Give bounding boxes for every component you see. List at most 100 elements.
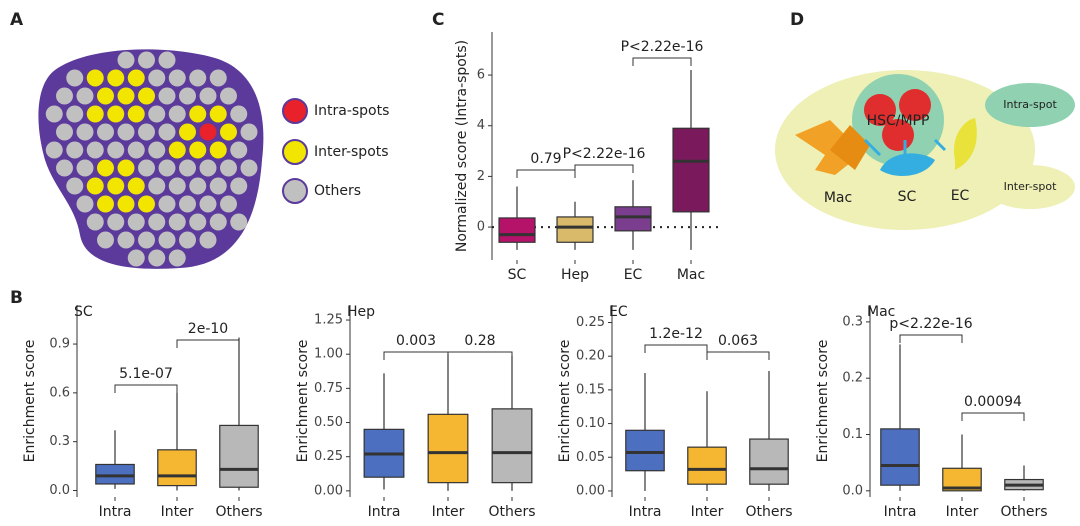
spot bbox=[209, 213, 227, 231]
panel-label: B bbox=[10, 288, 23, 308]
y-tick-label: 0.00 bbox=[314, 483, 343, 498]
comparison-label: 5.1e-07 bbox=[119, 366, 173, 382]
spot bbox=[76, 159, 94, 177]
y-tick-label: 0.75 bbox=[314, 381, 343, 396]
bracket bbox=[176, 339, 240, 348]
spot bbox=[97, 231, 114, 249]
sc-cell bbox=[880, 153, 935, 176]
spot bbox=[138, 87, 155, 105]
y-tick-label: 0.10 bbox=[576, 416, 605, 431]
spot bbox=[199, 231, 217, 249]
bracket bbox=[447, 351, 513, 360]
spot bbox=[117, 159, 135, 177]
spot bbox=[168, 249, 186, 267]
box bbox=[498, 217, 536, 243]
spot bbox=[86, 213, 104, 231]
spot bbox=[209, 69, 227, 87]
panel-label: A bbox=[10, 10, 24, 30]
comparison-label: P<2.22e-16 bbox=[621, 39, 704, 55]
spot bbox=[179, 195, 196, 213]
y-tick-label: 0.0 bbox=[49, 483, 70, 498]
y-tick-label: 0.2 bbox=[842, 371, 863, 386]
bracket bbox=[574, 164, 634, 173]
arrow bbox=[863, 138, 947, 157]
chart-title: SC bbox=[74, 304, 93, 320]
spot bbox=[209, 177, 227, 195]
legend-label: Intra-spots bbox=[314, 103, 389, 119]
spot bbox=[179, 159, 196, 177]
spot bbox=[199, 159, 217, 177]
spot bbox=[86, 177, 104, 195]
spot bbox=[66, 141, 84, 159]
spot bbox=[76, 87, 94, 105]
x-tick-label: Inter bbox=[691, 504, 724, 520]
y-tick-label: 0.00 bbox=[576, 483, 605, 498]
spot bbox=[107, 105, 125, 123]
spot bbox=[97, 123, 114, 141]
comparison-label: 0.003 bbox=[396, 333, 436, 349]
y-tick-label: 2 bbox=[477, 169, 485, 184]
box bbox=[614, 206, 652, 232]
spot bbox=[127, 249, 145, 267]
chart-title: EC bbox=[609, 304, 628, 320]
spot bbox=[138, 51, 155, 69]
bracket bbox=[114, 384, 178, 393]
spot bbox=[66, 69, 84, 87]
legend-label: Inter-spots bbox=[314, 144, 389, 160]
ec-cell bbox=[954, 118, 977, 170]
spot bbox=[107, 213, 125, 231]
spot bbox=[240, 123, 258, 141]
spot bbox=[86, 141, 104, 159]
legend-swatch bbox=[282, 178, 308, 204]
box bbox=[749, 438, 789, 485]
x-tick-label: Intra bbox=[884, 504, 917, 520]
spot bbox=[127, 105, 145, 123]
spot bbox=[220, 87, 237, 105]
y-tick-label: 0.0 bbox=[842, 483, 863, 498]
spot bbox=[56, 87, 73, 105]
box bbox=[672, 127, 710, 213]
x-tick-label: Others bbox=[488, 504, 535, 520]
spot bbox=[158, 231, 176, 249]
box bbox=[427, 413, 469, 484]
spot bbox=[56, 123, 73, 141]
y-tick-label: 1.25 bbox=[314, 313, 343, 328]
spot bbox=[189, 69, 207, 87]
panel-label: C bbox=[432, 10, 444, 30]
y-axis-label: Normalized score (Intra-spots) bbox=[454, 40, 470, 252]
spot bbox=[66, 177, 84, 195]
y-axis-label: Enrichment score bbox=[295, 340, 311, 463]
spot bbox=[127, 177, 145, 195]
bracket bbox=[706, 351, 770, 360]
spot bbox=[107, 177, 125, 195]
x-tick-label: EC bbox=[624, 267, 643, 283]
box bbox=[157, 449, 197, 487]
comparison-label: p<2.22e-16 bbox=[889, 316, 972, 332]
spot bbox=[230, 213, 248, 231]
spot bbox=[158, 159, 176, 177]
spot bbox=[86, 69, 104, 87]
legend-swatch bbox=[282, 139, 308, 165]
hsc-cell bbox=[864, 94, 896, 126]
spot bbox=[209, 141, 227, 159]
y-axis-label: Enrichment score bbox=[22, 340, 38, 463]
x-tick-label: Inter bbox=[946, 504, 979, 520]
x-tick-label: Intra bbox=[629, 504, 662, 520]
spot bbox=[138, 231, 155, 249]
x-tick-label: Hep bbox=[561, 267, 589, 283]
spot bbox=[240, 159, 258, 177]
spot bbox=[179, 231, 196, 249]
spot bbox=[117, 231, 135, 249]
y-tick-label: 0 bbox=[477, 220, 485, 235]
y-tick-label: 0.25 bbox=[314, 449, 343, 464]
y-tick-label: 0.05 bbox=[576, 450, 605, 465]
x-tick-label: Inter bbox=[161, 504, 194, 520]
x-tick-label: Others bbox=[745, 504, 792, 520]
spot bbox=[158, 87, 176, 105]
spot bbox=[117, 51, 135, 69]
spot bbox=[45, 141, 63, 159]
cell-label: Mac bbox=[824, 190, 852, 206]
bracket bbox=[383, 351, 449, 360]
spot bbox=[117, 195, 135, 213]
